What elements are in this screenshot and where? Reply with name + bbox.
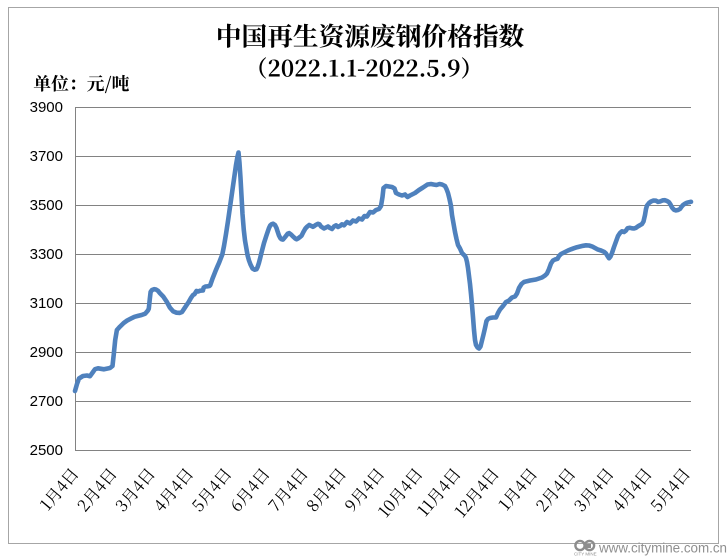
svg-text:CITY MINE: CITY MINE <box>574 552 597 557</box>
svg-text:2900: 2900 <box>30 344 63 361</box>
svg-text:3100: 3100 <box>30 295 63 312</box>
svg-text:www.citymine.com.cn: www.citymine.com.cn <box>598 541 727 556</box>
svg-text:2700: 2700 <box>30 393 63 410</box>
svg-text:3900: 3900 <box>30 99 63 116</box>
svg-text:2500: 2500 <box>30 442 63 459</box>
svg-text:3300: 3300 <box>30 246 63 263</box>
svg-text:3500: 3500 <box>30 197 63 214</box>
svg-text:3700: 3700 <box>30 148 63 165</box>
